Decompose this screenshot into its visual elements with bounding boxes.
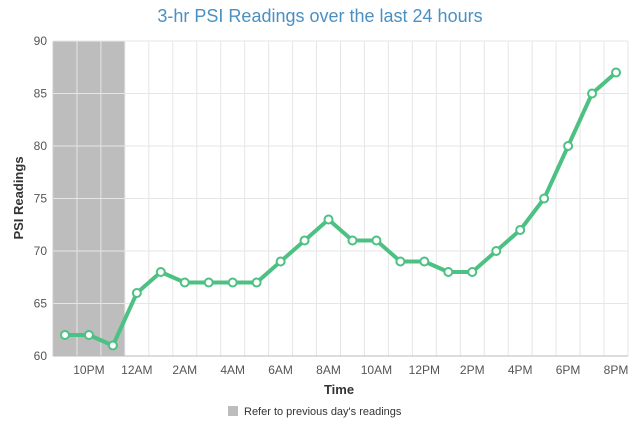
data-point[interactable] bbox=[275, 256, 286, 267]
x-tick-label: 8PM bbox=[604, 363, 629, 377]
x-tick-label: 6AM bbox=[268, 363, 293, 377]
data-point[interactable] bbox=[515, 225, 526, 235]
x-tick-label: 2AM bbox=[172, 363, 197, 377]
series-layer bbox=[59, 67, 622, 351]
data-point[interactable] bbox=[443, 267, 454, 277]
x-tick-label: 12AM bbox=[121, 363, 152, 377]
data-point[interactable] bbox=[83, 330, 94, 340]
data-point[interactable] bbox=[611, 67, 622, 78]
y-tick-label: 90 bbox=[34, 34, 48, 48]
data-point[interactable] bbox=[179, 277, 190, 288]
data-point[interactable] bbox=[299, 235, 310, 246]
y-tick-label: 70 bbox=[34, 244, 48, 258]
y-tick-label: 75 bbox=[34, 192, 48, 206]
x-axis-title: Time bbox=[324, 382, 354, 397]
x-tick-label: 6PM bbox=[556, 363, 581, 377]
legend[interactable]: Refer to previous day's readings bbox=[228, 406, 402, 418]
data-point[interactable] bbox=[227, 277, 238, 288]
data-point[interactable] bbox=[347, 235, 358, 246]
data-point[interactable] bbox=[155, 267, 166, 277]
data-point[interactable] bbox=[203, 277, 214, 288]
x-tick-label: 10AM bbox=[361, 363, 392, 377]
data-point[interactable] bbox=[371, 235, 382, 246]
y-tick-label: 60 bbox=[34, 349, 48, 363]
chart-title: 3-hr PSI Readings over the last 24 hours bbox=[157, 6, 482, 26]
data-point[interactable] bbox=[131, 288, 142, 298]
x-tick-label: 8AM bbox=[316, 363, 341, 377]
data-point[interactable] bbox=[419, 256, 430, 267]
y-tick-label: 85 bbox=[34, 87, 48, 101]
series-line bbox=[62, 70, 619, 348]
x-tick-label: 2PM bbox=[460, 363, 485, 377]
data-point[interactable] bbox=[467, 267, 478, 277]
x-tick-label: 10PM bbox=[73, 363, 104, 377]
data-point[interactable] bbox=[107, 340, 118, 351]
axes-layer: 60 65 70 75 80 85 90 10PM 12AM 2AM 4AM 6AM 8AM 10AM 12… bbox=[34, 34, 629, 377]
y-tick-label: 80 bbox=[34, 139, 48, 153]
data-point[interactable] bbox=[539, 193, 550, 204]
data-point[interactable] bbox=[323, 214, 334, 225]
data-point[interactable] bbox=[395, 256, 406, 267]
data-point[interactable] bbox=[59, 330, 70, 340]
data-point[interactable] bbox=[563, 141, 574, 151]
legend-label: Refer to previous day's readings bbox=[244, 406, 402, 418]
data-point[interactable] bbox=[251, 277, 262, 288]
data-point[interactable] bbox=[491, 246, 502, 256]
data-point[interactable] bbox=[587, 88, 598, 99]
x-tick-label: 4PM bbox=[508, 363, 533, 377]
x-tick-label: 4AM bbox=[220, 363, 245, 377]
x-tick-label: 12PM bbox=[409, 363, 440, 377]
y-tick-label: 65 bbox=[34, 297, 48, 311]
y-axis-title: PSI Readings bbox=[11, 156, 26, 239]
legend-swatch bbox=[228, 406, 238, 416]
